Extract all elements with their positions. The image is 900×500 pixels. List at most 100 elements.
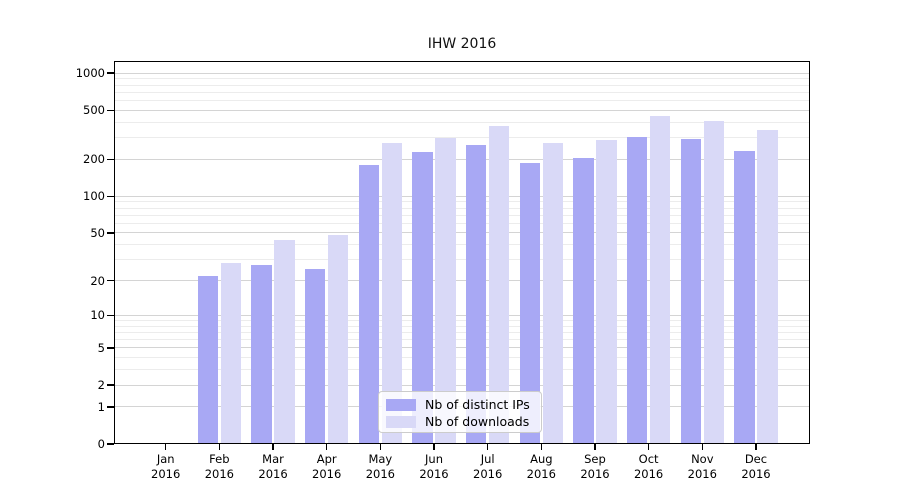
gridline-minor (114, 331, 810, 333)
x-tick-mark (433, 444, 435, 450)
bar-distinct-ips (251, 265, 272, 444)
y-tick-label: 500 (83, 103, 105, 118)
y-tick-mark (107, 232, 114, 234)
bar-downloads (703, 120, 725, 444)
bar-downloads (542, 142, 564, 444)
bar-distinct-ips (734, 150, 755, 444)
bar-downloads (757, 130, 778, 444)
gridline-major (114, 109, 810, 111)
bar-distinct-ips (573, 158, 594, 444)
y-tick-mark (107, 72, 114, 74)
legend-swatch-ips (386, 398, 416, 411)
x-tick-label: Jan 2016 (151, 452, 181, 481)
x-tick-label: May 2016 (365, 452, 395, 481)
x-tick-label: Jul 2016 (473, 452, 503, 481)
gridline-major (114, 384, 810, 386)
x-tick-label: Dec 2016 (741, 452, 771, 481)
gridline-minor (114, 214, 810, 216)
y-tick-label: 1 (97, 399, 105, 414)
legend-swatch-downloads (386, 415, 416, 428)
bar-distinct-ips (626, 136, 648, 444)
chart-title: IHW 2016 (427, 36, 497, 52)
y-tick-label: 10 (90, 308, 105, 323)
y-tick-label: 1000 (75, 66, 105, 81)
bar-downloads (435, 137, 456, 444)
gridline-major (114, 72, 810, 74)
bar-downloads (649, 115, 671, 444)
y-tick-label: 100 (83, 189, 105, 204)
gridline-major (114, 195, 810, 197)
y-tick-mark (107, 406, 114, 408)
gridline-minor (114, 207, 810, 209)
y-tick-label: 20 (90, 273, 105, 288)
x-tick-label: Apr 2016 (312, 452, 342, 481)
bar-downloads (596, 139, 617, 444)
y-tick-mark (107, 279, 114, 282)
gridline-major (114, 232, 810, 234)
bar-distinct-ips (412, 151, 433, 444)
gridline-minor (114, 244, 810, 246)
y-tick-mark (107, 158, 114, 161)
legend-item-distinct-ips: Nb of distinct IPs (386, 396, 535, 413)
gridline-major (114, 158, 810, 160)
x-tick-mark (647, 444, 650, 450)
bar-distinct-ips (358, 164, 380, 444)
gridline-major (114, 314, 810, 316)
legend-item-downloads: Nb of downloads (386, 413, 535, 430)
y-tick-mark (107, 109, 114, 112)
x-tick-mark (379, 444, 382, 450)
y-tick-label: 2 (97, 378, 105, 393)
x-tick-label: Mar 2016 (258, 452, 288, 481)
gridline-minor (114, 78, 810, 80)
x-tick-label: Sep 2016 (580, 452, 610, 481)
gridline-minor (114, 259, 810, 261)
bar-distinct-ips (304, 269, 326, 444)
y-tick-label: 200 (83, 152, 105, 167)
gridline-minor (114, 357, 810, 359)
x-tick-mark (594, 444, 596, 450)
x-tick-mark (164, 444, 167, 450)
y-tick-mark (107, 384, 114, 386)
gridline-minor (114, 100, 810, 102)
x-tick-mark (325, 444, 328, 450)
y-tick-label: 5 (97, 340, 105, 355)
x-tick-mark (272, 444, 274, 450)
legend-label-ips: Nb of distinct IPs (425, 397, 530, 412)
bar-distinct-ips (519, 163, 541, 444)
bar-downloads (327, 235, 349, 444)
gridline-minor (114, 369, 810, 371)
gridline-minor (114, 201, 810, 203)
gridline-minor (114, 319, 810, 321)
bar-distinct-ips (680, 139, 702, 444)
x-tick-mark (218, 444, 221, 450)
y-tick-mark (107, 314, 114, 317)
gridline-minor (114, 137, 810, 139)
gridline-minor (114, 222, 810, 224)
x-tick-label: Feb 2016 (204, 452, 234, 481)
bar-downloads (274, 239, 295, 444)
gridline-major (114, 347, 810, 349)
gridline-minor (114, 121, 810, 123)
bar-downloads (488, 125, 510, 444)
y-tick-label: 50 (90, 225, 105, 240)
gridline-minor (114, 91, 810, 93)
bar-distinct-ips (197, 275, 219, 444)
legend: Nb of distinct IPs Nb of downloads (378, 391, 542, 433)
x-tick-mark (486, 444, 489, 450)
x-tick-mark (540, 444, 543, 450)
x-tick-label: Oct 2016 (633, 452, 664, 481)
bar-distinct-ips (465, 145, 487, 444)
x-tick-label: Aug 2016 (526, 452, 556, 481)
gridline-minor (114, 84, 810, 86)
x-tick-mark (755, 444, 757, 450)
x-tick-mark (701, 444, 704, 450)
x-tick-label: Nov 2016 (687, 452, 717, 481)
bar-downloads (381, 142, 403, 444)
y-tick-mark (107, 195, 114, 198)
y-tick-label: 0 (97, 437, 105, 451)
gridline-minor (114, 339, 810, 341)
x-tick-label: Jun 2016 (419, 452, 449, 481)
gridline-minor (114, 325, 810, 327)
bar-downloads (220, 263, 242, 444)
